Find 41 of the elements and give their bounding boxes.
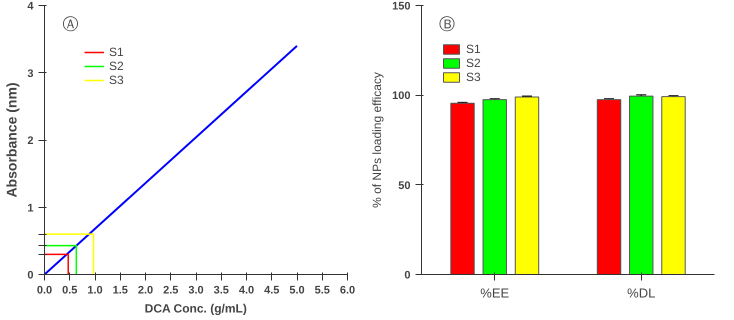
y-tick-label: 2 <box>27 135 34 147</box>
x-tick-label: 3.5 <box>214 284 229 296</box>
legend-label: S1 <box>466 42 482 56</box>
bar <box>514 96 540 274</box>
x-tick-label: 2.5 <box>163 284 178 296</box>
y-tick-label: 100 <box>392 90 411 102</box>
legend-label: S3 <box>109 73 125 87</box>
x-tick-label: %EE <box>480 286 510 300</box>
bar <box>450 102 475 274</box>
y-tick-label: 50 <box>398 180 411 192</box>
x-tick-label: 5.5 <box>314 284 330 296</box>
y-tick-label: 0 <box>404 270 411 282</box>
x-tick-label: 0.5 <box>62 284 78 296</box>
bar <box>661 96 686 274</box>
x-tick-label: %DL <box>627 286 656 300</box>
legend-label: S3 <box>466 70 482 84</box>
y-axis-title: % of NPs loading efficacy <box>370 72 384 208</box>
x-tick-label: 3.0 <box>188 284 204 296</box>
y-tick-label: 4 <box>27 0 34 12</box>
annotation: Ⓑ <box>439 15 456 34</box>
y-tick-label: 0 <box>27 270 34 282</box>
y-axis-title: Absorbance (nm) <box>3 82 20 198</box>
legend-label: S1 <box>109 45 125 59</box>
annotation: Ⓐ <box>62 15 79 34</box>
x-tick-label: 1.0 <box>87 284 103 296</box>
x-tick-label: 0.0 <box>36 284 52 296</box>
bar <box>482 99 507 274</box>
y-tick-label: 150 <box>392 0 411 12</box>
bar <box>596 99 622 274</box>
legend-label: S2 <box>109 59 125 73</box>
x-tick-label: 5.0 <box>289 284 305 296</box>
x-axis-title: DCA Conc. (g/mL) <box>144 302 247 316</box>
x-tick-label: 4.5 <box>264 284 280 296</box>
x-tick-label: 2.0 <box>138 284 154 296</box>
y-tick-label: 1 <box>27 202 34 214</box>
x-tick-label: 4.0 <box>238 284 254 296</box>
x-tick-label: 1.5 <box>112 284 128 296</box>
bar <box>629 96 654 274</box>
legend-label: S2 <box>466 56 482 70</box>
x-tick-label: 6.0 <box>340 284 356 296</box>
y-tick-label: 3 <box>27 68 34 80</box>
